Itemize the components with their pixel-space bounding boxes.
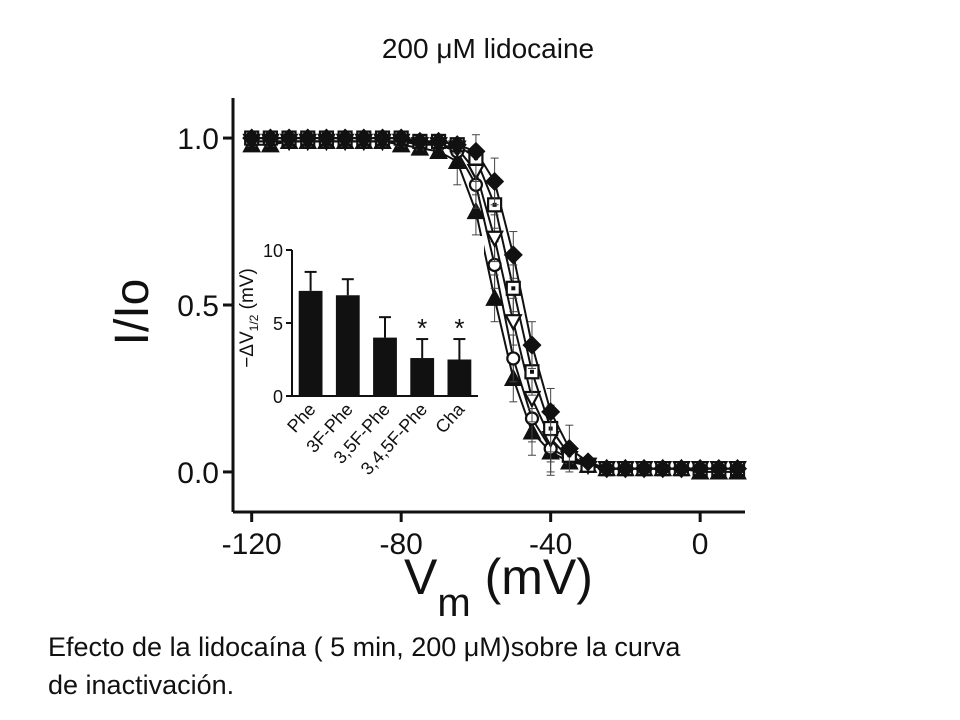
data-point-s4 [597,459,617,479]
x-tick-label: -40 [529,528,572,561]
x-tick-label: -120 [222,528,282,561]
data-point-s4 [410,131,430,151]
x-axis-label-unit: (mV) [471,549,593,605]
inset-y-tick-label: 5 [273,314,283,334]
inset-bar-4 [447,359,472,396]
data-point-s4 [335,128,355,148]
caption-line-1: Efecto de la lidocaína ( 5 min, 200 μM)s… [48,632,681,662]
data-point-s4 [316,128,336,148]
data-point-s2 [503,314,523,332]
figure-caption: Efecto de la lidocaína ( 5 min, 200 μM)s… [48,628,908,704]
data-point-s4 [653,459,673,479]
inset-bar-3 [410,358,435,396]
data-point-s4 [559,439,579,459]
inset-y-tick-label: 10 [263,241,283,261]
caption-line-2: de inactivación. [48,670,235,700]
inset-y-axis-label: −ΔV1/2 (mV) [237,268,261,368]
data-point-s4 [447,135,467,155]
inset-y-tick-label: 0 [273,387,283,407]
data-point-s4 [578,452,598,472]
y-axis-label: I/Io [106,279,159,346]
y-tick-label: 0.0 [177,457,219,490]
data-point-s4 [485,171,505,192]
inset-y-label-unit: (mV) [237,268,258,314]
inset-y-label-main: −ΔV [237,331,258,368]
data-point-s4 [260,128,280,148]
x-tick-label: 0 [692,528,709,561]
data-points [242,128,748,480]
data-point-s0 [466,201,486,220]
data-point-s3-dot [511,286,516,291]
data-point-s2 [485,230,504,249]
x-tick-label: -80 [379,528,422,561]
x-axis-label-sub: m [437,581,470,625]
data-point-s4 [298,128,318,148]
data-point-s4 [242,128,262,148]
inset-y-label-sub: 1/2 [247,314,261,331]
inset-bar-0 [298,290,323,396]
main-plot: -120 -80 -40 0 0.0 0.5 1.0 I/Io Vm (mV) [106,98,748,625]
y-tick-label: 1.0 [177,123,219,156]
x-axis-label: Vm (mV) [404,549,593,625]
data-point-s4 [279,128,299,148]
inset-background [236,236,484,506]
inset-bar-1 [335,295,360,396]
data-point-s4 [466,141,486,161]
x-axis-label-main: V [404,549,438,605]
data-point-s4 [541,402,561,422]
y-tick-label: 0.5 [177,290,219,323]
data-point-s4 [634,459,654,479]
inset-bars: * * [298,270,472,396]
significance-asterisk: * [454,313,464,343]
data-point-s4 [391,128,411,148]
significance-asterisk: * [417,313,427,343]
data-point-s1 [506,351,521,366]
data-point-s4 [709,459,729,479]
data-point-s4 [428,131,449,151]
data-point-s4 [354,128,374,148]
data-point-s4 [671,459,692,479]
data-point-s4 [727,459,748,479]
data-point-s4 [372,128,393,148]
inset-ticks: 0 5 10 [263,241,292,407]
data-point-s3-dot [529,369,534,374]
chart-title: 200 μM lidocaine [382,33,594,64]
main-ticks: -120 -80 -40 0 0.0 0.5 1.0 [177,123,708,561]
data-point-s0 [485,288,504,306]
data-point-s4 [503,245,523,265]
data-point-s4 [615,459,635,479]
data-point-s4 [690,459,710,479]
data-point-s0 [447,151,467,170]
inset-bar-2 [373,337,397,396]
data-point-s4 [522,335,542,355]
